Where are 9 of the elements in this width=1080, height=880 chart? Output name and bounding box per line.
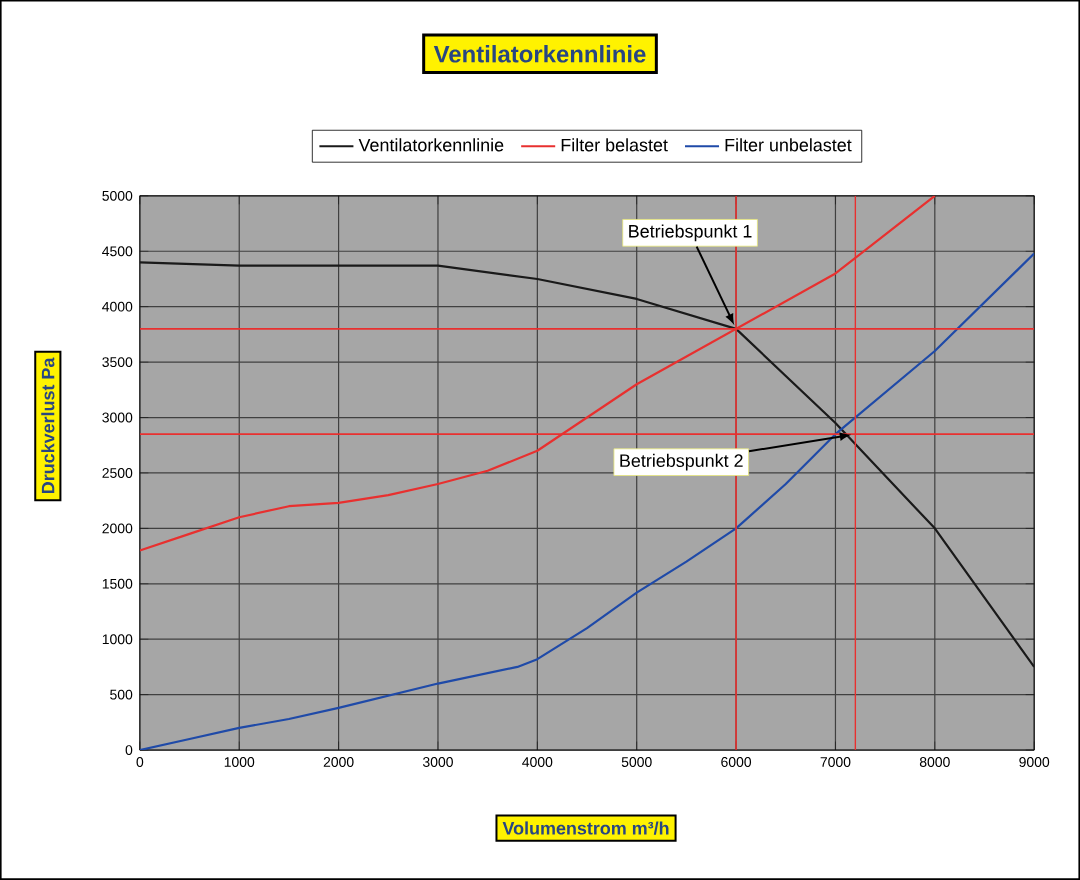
line-series: [139, 252, 1035, 751]
legend-label: Filter unbelastet: [725, 138, 852, 152]
legend-label: Ventilatorkennlinie: [358, 138, 504, 152]
legend-label: Filter belastet: [561, 138, 668, 152]
chart-title: Ventilatorkennlinie: [433, 45, 646, 63]
y-axis-title: Druckverlust Pa: [41, 357, 55, 494]
annotation: Betriebspunkt 1: [629, 224, 752, 242]
annotation: Betriebspunkt 2: [620, 453, 743, 471]
x-axis-title: Volumenstrom m³/h: [502, 821, 669, 835]
